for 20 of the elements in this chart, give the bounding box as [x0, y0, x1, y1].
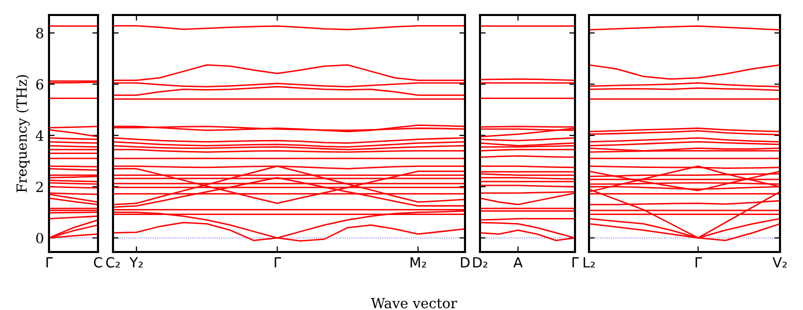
x-tick-label: D₂ — [473, 257, 488, 268]
x-tick-label: Γ — [696, 257, 702, 268]
x-tick-label: Γ — [572, 257, 579, 268]
x-tick-label: M₂ — [410, 257, 426, 268]
x-tick-label: L₂ — [584, 257, 595, 268]
x-tick-label: Y₂ — [129, 257, 143, 268]
y-axis-title: Frequency (THz) — [16, 75, 30, 192]
y-tick-label: 4 — [36, 130, 44, 141]
x-tick-label: D — [461, 257, 470, 268]
x-tick-label: Γ — [274, 257, 282, 268]
x-tick-label: A — [513, 257, 523, 268]
y-tick-label: 8 — [36, 28, 44, 38]
x-tick-label: V₂ — [772, 257, 787, 268]
y-tick-label: 2 — [36, 182, 43, 192]
x-tick-label: Γ — [46, 257, 53, 268]
x-tick-label: C₂ — [106, 257, 120, 268]
y-tick-label: 0 — [36, 232, 44, 244]
y-tick-label: 6 — [36, 79, 44, 90]
x-axis-title: Wave vector — [370, 298, 458, 308]
x-tick-label: C — [94, 257, 102, 268]
